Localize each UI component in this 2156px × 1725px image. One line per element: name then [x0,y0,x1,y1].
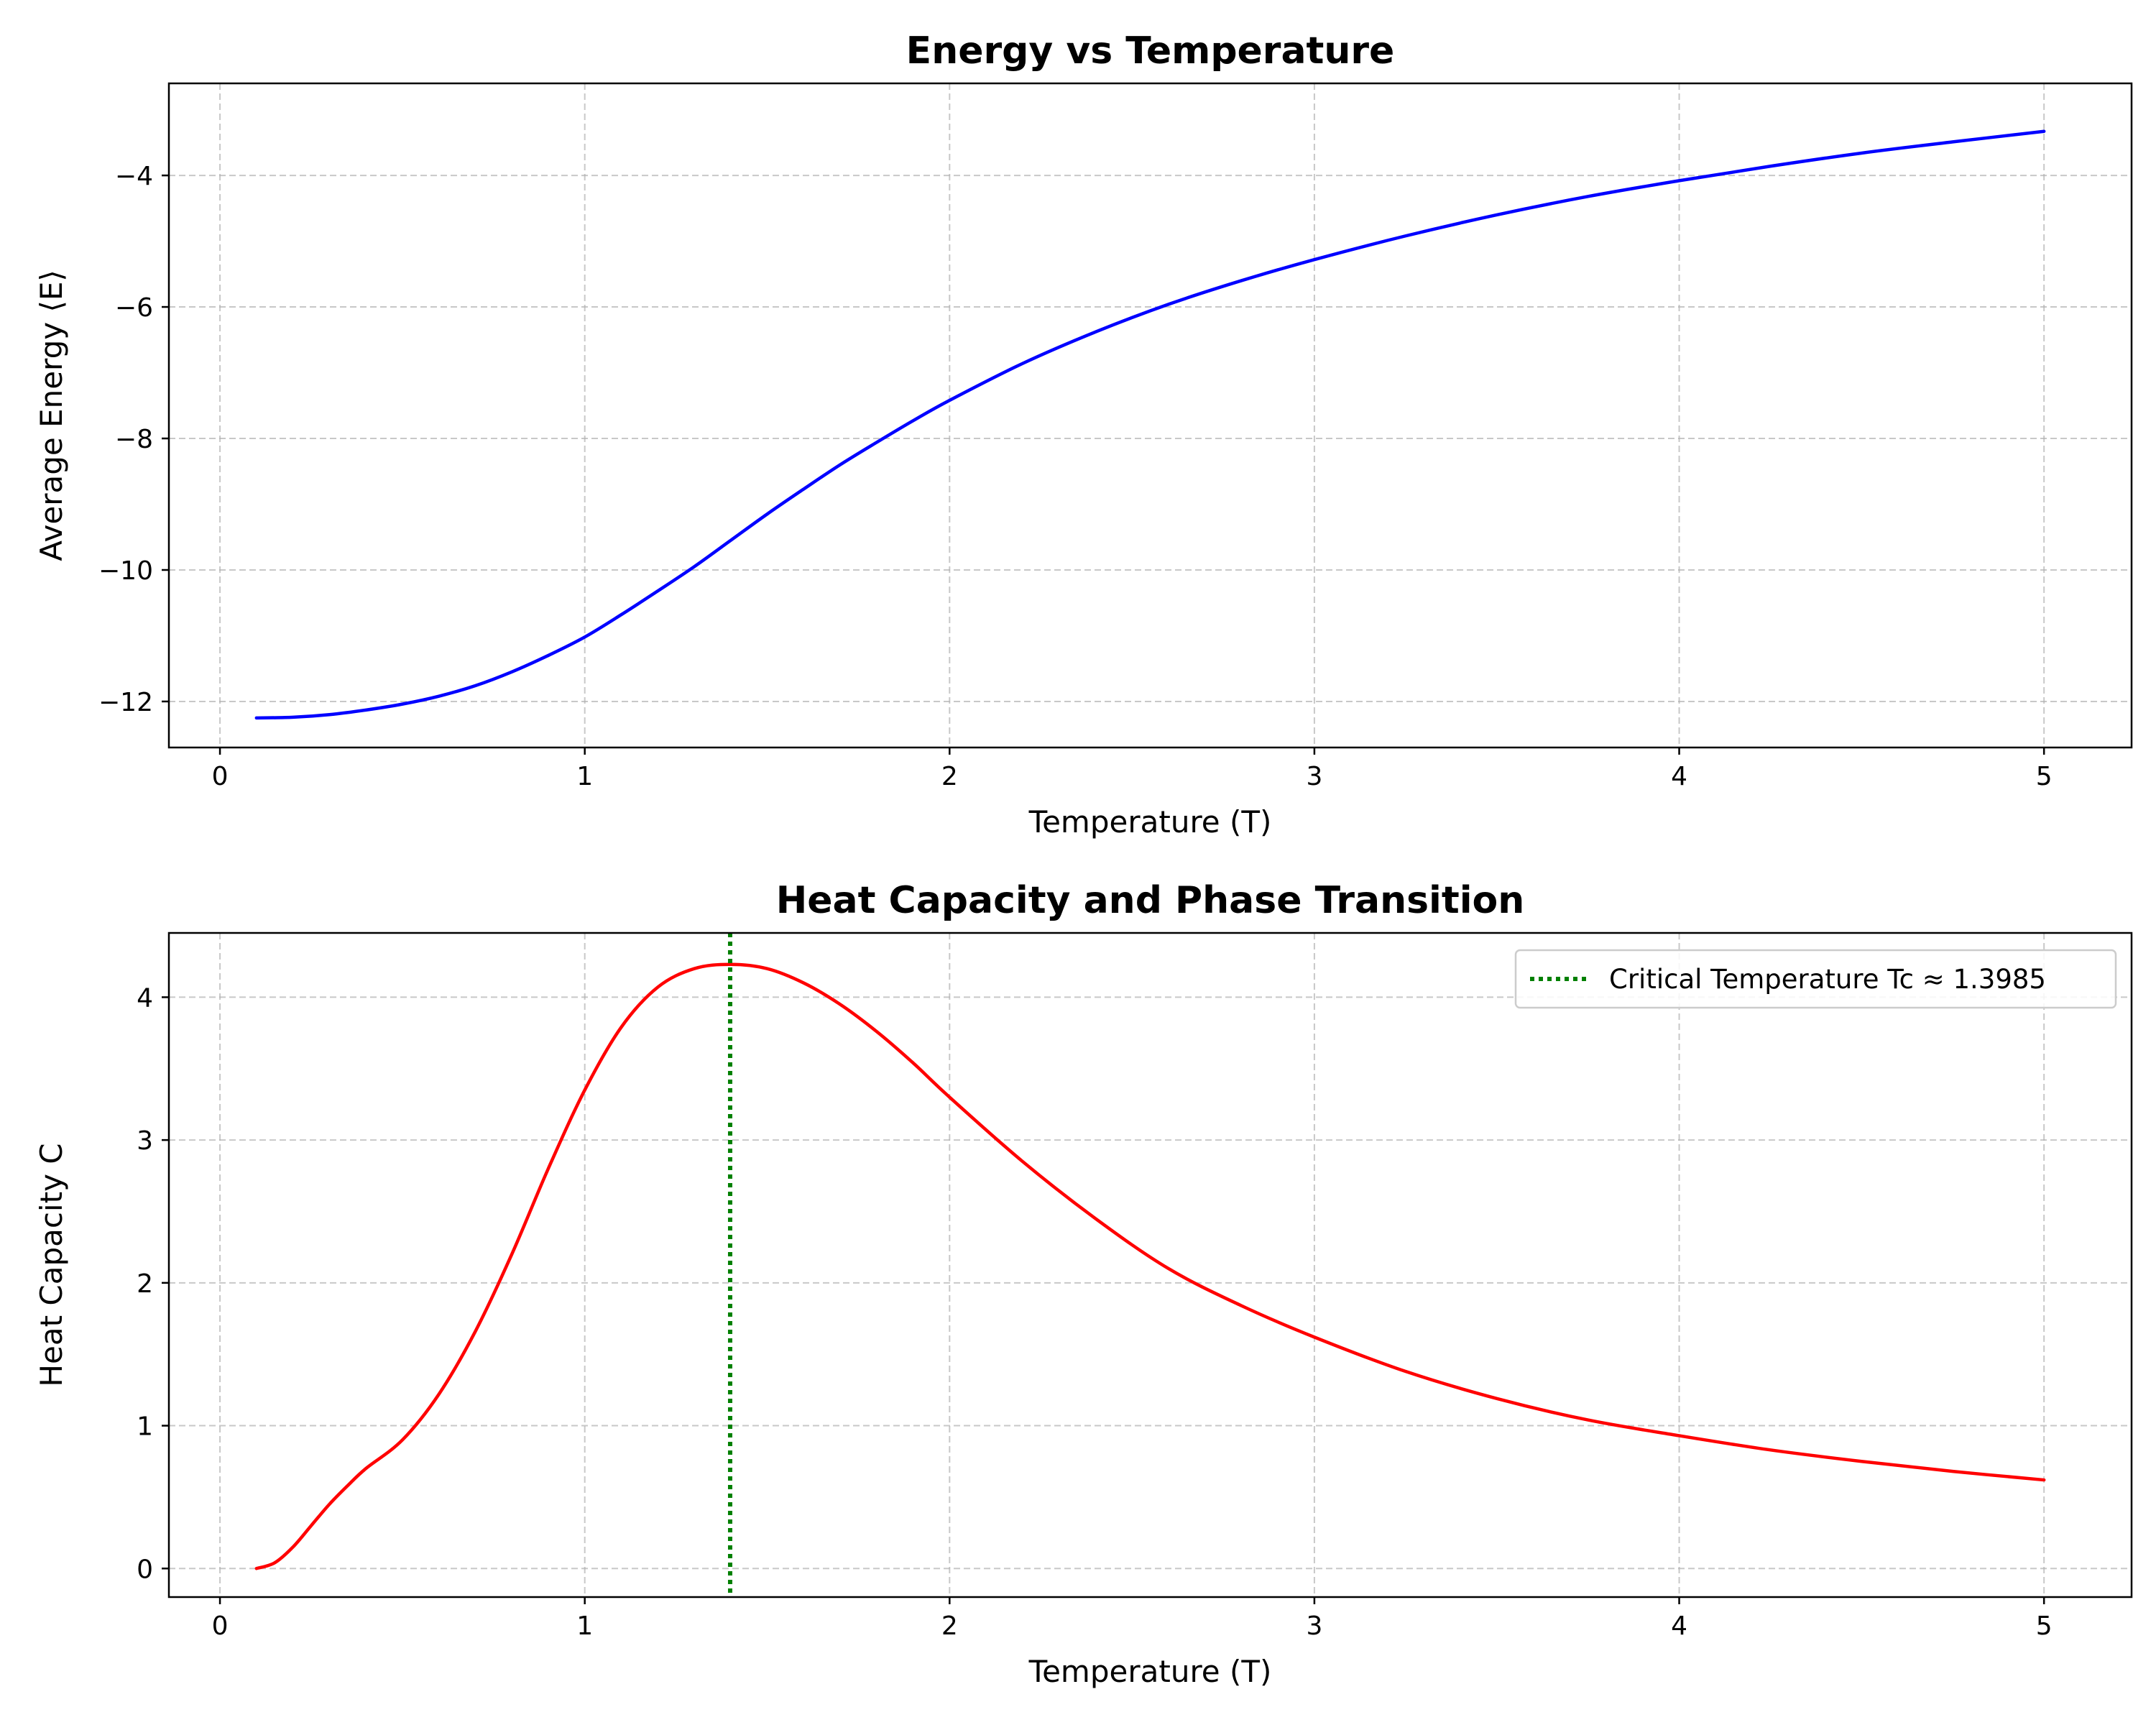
heat-capacity-series-line-0 [254,962,2046,1570]
energy-x-tick-label: 4 [1671,762,1687,791]
heat-capacity-y-axis-label: Heat Capacity C [34,1143,69,1386]
energy-x-tick-label: 5 [2036,762,2053,791]
energy-y-tick-label: −6 [115,293,153,323]
energy-series-line-0 [254,129,2046,720]
heat-capacity-x-tick-label: 4 [1671,1611,1687,1641]
energy-chart-title: Energy vs Temperature [906,29,1395,73]
heat-capacity-x-axis-label: Temperature (T) [1028,1654,1272,1689]
energy-grid [169,83,2132,748]
energy-subplot: 0 1 2 3 4 5 −12 −10 −8 −6 −4 Energy vs Temperature… [34,29,2133,840]
heat-capacity-chart-title: Heat Capacity and Phase Transition [776,879,1525,922]
heat-capacity-x-tick-label: 2 [941,1611,958,1641]
heat-capacity-y-tick-label: 3 [137,1126,153,1156]
energy-y-axis-label: Average Energy ⟨E⟩ [34,270,69,561]
energy-y-tick-label: −12 [98,688,153,717]
heat-capacity-axes-frame [167,932,2133,1598]
heat-capacity-series [254,933,2046,1597]
heat-capacity-x-tick-label: 0 [212,1611,229,1641]
energy-x-tick-label: 2 [941,762,958,791]
energy-x-tick-label: 1 [576,762,593,791]
heat-capacity-x-tick-label: 1 [576,1611,593,1641]
energy-ticks: 0 1 2 3 4 5 −12 −10 −8 −6 −4 [98,162,2053,791]
energy-axes-frame [167,82,2133,749]
legend-label-critical-temperature: Critical Temperature Tc ≈ 1.3985 [1609,964,2046,995]
energy-y-tick-label: −4 [115,162,153,191]
energy-y-tick-label: −8 [115,425,153,454]
heat-capacity-y-tick-label: 2 [137,1269,153,1299]
heat-capacity-x-tick-label: 5 [2036,1611,2053,1641]
energy-series [254,129,2046,720]
energy-y-tick-label: −10 [98,556,153,586]
energy-x-tick-label: 3 [1306,762,1322,791]
energy-x-tick-label: 0 [212,762,229,791]
heat-capacity-subplot: 0 1 2 3 4 5 0 1 2 3 4 Heat Capacity and Phase Tran… [34,879,2133,1689]
heat-capacity-x-tick-label: 3 [1306,1611,1322,1641]
energy-x-axis-label: Temperature (T) [1028,804,1272,840]
legend: Critical Temperature Tc ≈ 1.3985 [1514,949,2117,1009]
heat-capacity-y-tick-label: 1 [137,1412,153,1442]
legend-frame [1514,949,2117,1009]
heat-capacity-y-tick-label: 4 [137,983,153,1013]
heat-capacity-grid [169,933,2132,1597]
heat-capacity-y-tick-label: 0 [137,1555,153,1584]
heat-capacity-ticks: 0 1 2 3 4 5 0 1 2 3 4 [137,983,2053,1641]
